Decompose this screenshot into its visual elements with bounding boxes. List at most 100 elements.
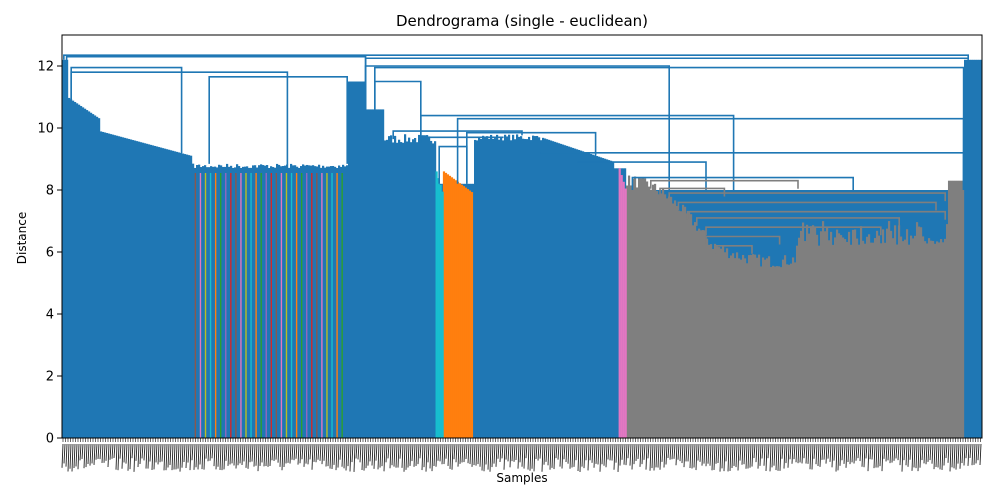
x-tick-label-91: [243, 443, 246, 462]
x-tick-label-40: [141, 443, 144, 459]
leaf-bar-277: [616, 168, 619, 439]
cluster-1-bar: [951, 180, 955, 438]
leaf-bar-101: [264, 165, 267, 438]
x-tick-label-381: [823, 443, 826, 460]
x-tick-label-383: [827, 443, 830, 459]
cluster-1-bar: [893, 225, 897, 438]
x-tick-label-238: [537, 443, 540, 461]
x-tick-label-301: [663, 443, 666, 468]
leaf-bar-154: [370, 109, 373, 439]
x-tick-label-459: [979, 443, 982, 465]
x-tick-label-456: [973, 443, 976, 465]
x-tick-label-107: [275, 443, 278, 460]
cluster-1-bar: [921, 236, 925, 438]
gray-link-7: [705, 235, 781, 245]
leaf-bar-3: [68, 97, 71, 438]
x-tick-label-342: [745, 443, 748, 469]
x-tick-label-360: [781, 443, 784, 459]
x-tick-label-394: [849, 443, 852, 465]
x-tick-label-377: [815, 443, 818, 465]
x-tick-label-332: [725, 443, 728, 462]
x-tick-label-86: [233, 443, 236, 466]
gray-link-2: [668, 192, 946, 202]
cluster-1-bar: [885, 228, 889, 438]
leaf-bar-18: [98, 118, 101, 439]
x-tick-label-277: [615, 443, 618, 463]
x-tick-label-349: [759, 443, 762, 466]
cluster-3-bar: [441, 191, 444, 438]
x-tick-label-192: [445, 443, 448, 459]
leaf-bar-26: [114, 135, 117, 438]
x-tick-label-190: [441, 443, 444, 465]
gray-link-4: [686, 210, 946, 220]
cluster-1-bar: [913, 235, 917, 438]
x-tick-label-296: [653, 443, 656, 471]
cluster-1-bar: [697, 228, 701, 438]
x-tick-label-410: [881, 443, 884, 472]
leaf-bar-244: [550, 140, 553, 438]
x-tick-label-113: [287, 443, 290, 463]
cluster-0-bar: [464, 187, 468, 438]
cluster-1-bar: [817, 245, 821, 438]
cluster-1-bar: [807, 233, 811, 438]
leaf-bar-226: [514, 139, 517, 438]
leaf-bar-121: [304, 165, 307, 439]
x-tick-label-312: [685, 443, 688, 462]
x-tick-label-359: [779, 443, 782, 471]
x-tick-label-275: [611, 443, 614, 461]
cluster-1-bar: [659, 193, 663, 438]
axes: 0 2 4 6 8 10 12: [37, 34, 983, 472]
x-tick-label-149: [359, 443, 362, 463]
cluster-1-bar: [699, 230, 703, 438]
x-tick-label-72: [205, 443, 208, 459]
cluster-1-bar: [829, 231, 833, 438]
leaf-bar-80: [222, 166, 225, 438]
leaf-bar-169: [400, 142, 403, 438]
x-tick-label-216: [493, 443, 496, 464]
x-tick-label-372: [805, 443, 808, 464]
leaf-bar-156: [374, 109, 377, 439]
x-tick-label-99: [259, 443, 262, 466]
x-tick-label-339: [739, 443, 742, 461]
leaf-bar-96: [254, 165, 257, 439]
leaf-bar-21: [104, 132, 107, 438]
x-tick-label-278: [617, 443, 620, 472]
x-tick-label-406: [873, 443, 876, 469]
cluster-1-bar: [903, 239, 907, 438]
x-tick-label-139: [339, 443, 342, 460]
x-tick-label-239: [539, 443, 542, 459]
x-tick-label-240: [541, 443, 544, 472]
x-tick-label-76: [213, 443, 216, 467]
leaf-bar-258: [578, 149, 581, 439]
x-tick-label-60: [181, 443, 184, 468]
leaf-bar-102: [266, 165, 269, 438]
leaf-bar-266: [594, 155, 597, 438]
cluster-1-bar: [845, 241, 849, 438]
cluster-1-bar: [683, 206, 687, 438]
leaf-bar-451: [964, 59, 967, 439]
x-tick-label-0: [61, 443, 64, 468]
x-tick-label-167: [395, 443, 398, 468]
leaf-bar-59: [180, 152, 183, 438]
cluster-1-bar: [733, 258, 737, 438]
cluster-1-bar: [851, 229, 855, 438]
x-tick-label-282: [625, 443, 628, 466]
leaf-bar-146: [354, 81, 357, 438]
x-tick-label-93: [247, 443, 250, 469]
x-tick-label-413: [887, 443, 890, 461]
leaf-bar-72: [206, 167, 209, 439]
x-tick-label-92: [245, 443, 248, 468]
leaf-bar-147: [356, 81, 359, 438]
x-tick-label-119: [299, 443, 302, 464]
x-tick-label-229: [519, 443, 522, 463]
cluster-0-bar: [448, 175, 452, 438]
x-tick-label-435: [931, 443, 934, 464]
leaf-bar-15: [92, 114, 95, 438]
cluster-1-bar: [793, 262, 797, 438]
cluster-1-bar: [639, 178, 643, 438]
cluster-1-bar: [797, 237, 801, 438]
x-tick-label-433: [927, 443, 930, 462]
x-tick-label-356: [773, 443, 776, 466]
x-tick-label-161: [383, 443, 386, 472]
x-tick-label-62: [185, 443, 188, 468]
